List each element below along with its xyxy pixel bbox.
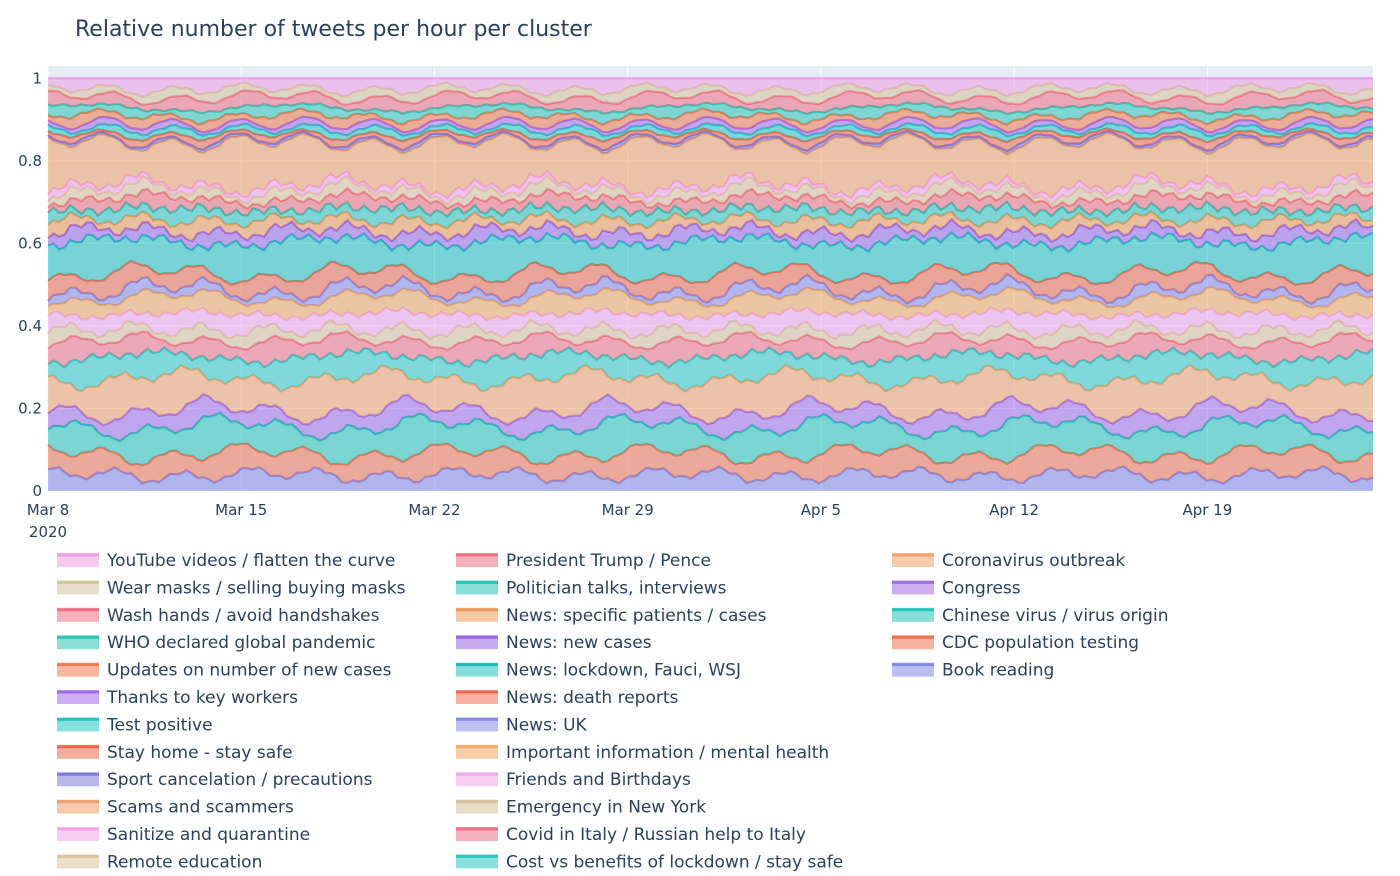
- legend-item[interactable]: Chinese virus / virus origin: [892, 606, 1168, 626]
- legend-label: Remote education: [107, 852, 262, 872]
- legend-label: Sanitize and quarantine: [107, 825, 310, 845]
- legend-item[interactable]: News: new cases: [456, 633, 652, 653]
- legend-item[interactable]: Congress: [892, 578, 1021, 598]
- legend-label: Updates on number of new cases: [107, 661, 392, 681]
- legend-label: Sport cancelation / precautions: [107, 770, 373, 790]
- legend-label: Scams and scammers: [107, 798, 294, 818]
- x-tick-label: Mar 22: [408, 501, 460, 519]
- legend-label: Coronavirus outbreak: [942, 551, 1125, 571]
- legend-label: Covid in Italy / Russian help to Italy: [506, 825, 806, 845]
- legend-label: News: death reports: [506, 688, 679, 708]
- legend-label: Friends and Birthdays: [506, 770, 691, 790]
- legend-label: News: UK: [506, 715, 588, 735]
- y-tick-label: 0.6: [18, 234, 42, 252]
- legend-item[interactable]: YouTube videos / flatten the curve: [57, 551, 395, 571]
- legend-label: Stay home - stay safe: [107, 743, 293, 763]
- legend-item[interactable]: Important information / mental health: [456, 743, 829, 763]
- legend-label: Politician talks, interviews: [506, 578, 727, 598]
- legend-label: President Trump / Pence: [506, 551, 711, 571]
- legend-label: Thanks to key workers: [106, 688, 298, 708]
- legend-label: Congress: [942, 578, 1021, 598]
- x-tick-sublabel: 2020: [29, 523, 67, 541]
- legend-item[interactable]: News: specific patients / cases: [456, 606, 767, 626]
- y-tick-label: 0.2: [18, 399, 42, 417]
- x-tick-label: Apr 5: [801, 501, 841, 519]
- legend-label: News: new cases: [506, 633, 652, 653]
- y-tick-label: 0.8: [18, 152, 42, 170]
- legend-item[interactable]: News: lockdown, Fauci, WSJ: [456, 661, 741, 681]
- legend-label: Book reading: [942, 661, 1054, 681]
- legend-item[interactable]: News: death reports: [456, 688, 679, 708]
- x-tick-label: Mar 29: [602, 501, 654, 519]
- chart-title: Relative number of tweets per hour per c…: [75, 17, 593, 42]
- legend-item[interactable]: Scams and scammers: [57, 798, 294, 818]
- y-tick-label: 0.4: [18, 317, 42, 335]
- y-axis: 0 0.2 0.4 0.6 0.8 1: [18, 69, 42, 500]
- legend-item[interactable]: Coronavirus outbreak: [892, 551, 1125, 571]
- legend-item[interactable]: CDC population testing: [892, 633, 1139, 653]
- legend-label: Chinese virus / virus origin: [942, 606, 1168, 626]
- legend-label: Wash hands / avoid handshakes: [107, 606, 380, 626]
- legend-item[interactable]: Sport cancelation / precautions: [57, 770, 373, 790]
- legend-item[interactable]: Covid in Italy / Russian help to Italy: [456, 825, 806, 845]
- legend-item[interactable]: President Trump / Pence: [456, 551, 711, 571]
- legend-label: News: specific patients / cases: [506, 606, 767, 626]
- legend-item[interactable]: Remote education: [57, 852, 262, 872]
- legend[interactable]: YouTube videos / flatten the curve Wear m…: [57, 551, 1168, 872]
- x-tick-label: Apr 19: [1182, 501, 1232, 519]
- legend-label: Wear masks / selling buying masks: [107, 578, 406, 598]
- legend-item[interactable]: Stay home - stay safe: [57, 743, 293, 763]
- x-axis: Mar 8 2020 Mar 15 Mar 22 Mar 29 Apr 5 Apr 12 Ap…: [27, 501, 1233, 541]
- legend-item[interactable]: Book reading: [892, 661, 1054, 681]
- legend-label: WHO declared global pandemic: [107, 633, 376, 653]
- legend-item[interactable]: Politician talks, interviews: [456, 578, 727, 598]
- legend-label: Important information / mental health: [506, 743, 829, 763]
- legend-label: CDC population testing: [942, 633, 1139, 653]
- y-tick-label: 0: [32, 482, 42, 500]
- legend-item[interactable]: Wash hands / avoid handshakes: [57, 606, 380, 626]
- legend-item[interactable]: Thanks to key workers: [57, 688, 298, 708]
- x-tick-label: Mar 8: [27, 501, 70, 519]
- legend-item[interactable]: Cost vs benefits of lockdown / stay safe: [456, 852, 843, 872]
- legend-item[interactable]: Wear masks / selling buying masks: [57, 578, 406, 598]
- legend-item[interactable]: Test positive: [57, 715, 213, 735]
- legend-label: Test positive: [106, 715, 213, 735]
- legend-label: Cost vs benefits of lockdown / stay safe: [506, 852, 843, 872]
- x-tick-label: Apr 12: [989, 501, 1039, 519]
- legend-item[interactable]: Emergency in New York: [456, 798, 706, 818]
- legend-item[interactable]: News: UK: [456, 715, 588, 735]
- legend-item[interactable]: Updates on number of new cases: [57, 661, 392, 681]
- legend-item[interactable]: WHO declared global pandemic: [57, 633, 376, 653]
- legend-item[interactable]: Sanitize and quarantine: [57, 825, 310, 845]
- legend-label: Emergency in New York: [506, 798, 706, 818]
- y-tick-label: 1: [32, 69, 42, 87]
- x-tick-label: Mar 15: [215, 501, 267, 519]
- legend-label: YouTube videos / flatten the curve: [106, 551, 395, 571]
- legend-item[interactable]: Friends and Birthdays: [456, 770, 691, 790]
- legend-label: News: lockdown, Fauci, WSJ: [506, 661, 741, 681]
- area-layer: [48, 78, 1373, 491]
